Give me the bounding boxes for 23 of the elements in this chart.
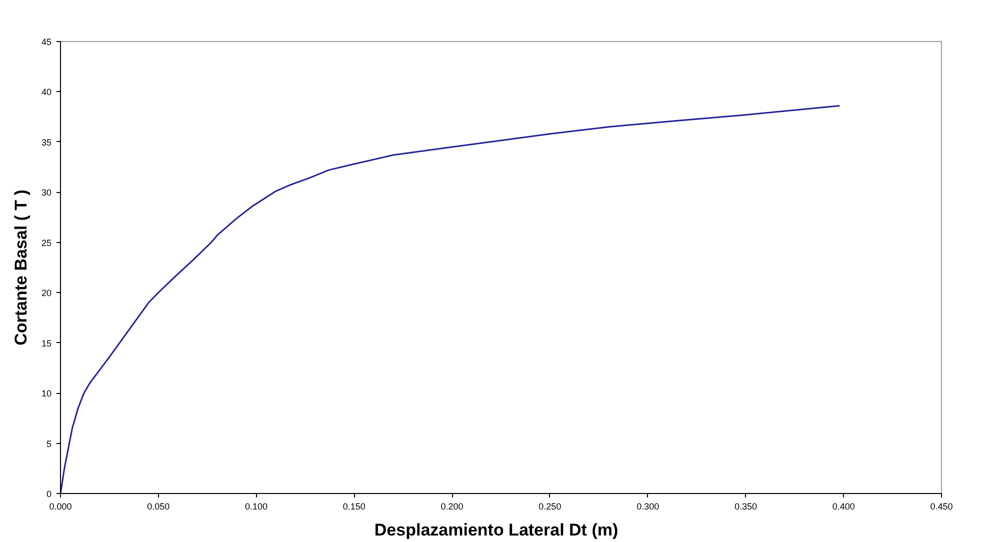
x-tick-label: 0.300 — [636, 502, 660, 512]
x-tick-label: 0.100 — [245, 502, 268, 512]
y-tick-label: 25 — [41, 238, 52, 248]
y-tick-label: 0 — [46, 489, 52, 499]
x-tick-label: 0.350 — [734, 502, 757, 512]
x-tick-label: 0.250 — [538, 502, 562, 512]
y-tick-label: 30 — [41, 188, 52, 198]
y-tick-label: 35 — [41, 137, 52, 148]
y-tick-label: 40 — [41, 87, 52, 98]
x-tick-label: 0.000 — [49, 502, 72, 512]
x-tick-label: 0.150 — [342, 502, 366, 512]
y-tick-label: 10 — [41, 388, 52, 399]
x-tick-label: 0.050 — [147, 502, 170, 512]
x-tick-label: 0.450 — [930, 502, 953, 512]
x-tick-label: 0.400 — [832, 502, 855, 512]
y-axis-title: Cortante Basal ( T ) — [11, 190, 30, 346]
y-tick-label: 15 — [41, 338, 52, 348]
y-tick-label: 5 — [46, 438, 52, 449]
line-series — [60, 105, 840, 494]
x-tick-label: 0.200 — [440, 502, 464, 512]
x-axis-title: Desplazamiento Lateral Dt (m) — [374, 520, 618, 540]
y-tick-label: 45 — [41, 37, 52, 47]
y-tick-label: 20 — [41, 288, 52, 298]
